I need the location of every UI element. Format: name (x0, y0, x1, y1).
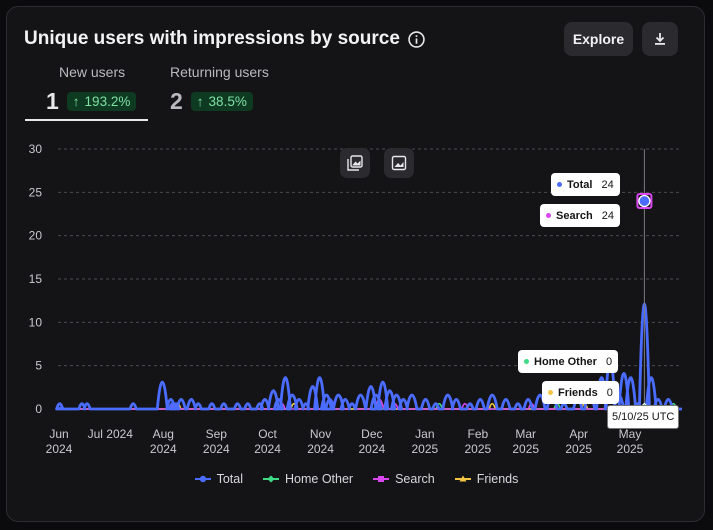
y-tick-label: 15 (29, 272, 43, 286)
total-dot-icon (557, 182, 562, 187)
chart-legend: Total Home Other Search Friends (0, 472, 713, 486)
tab-value: 2 (170, 88, 183, 114)
legend-label: Friends (476, 472, 519, 486)
y-tick-label: 30 (29, 142, 43, 156)
x-tick-label: Aug (153, 427, 174, 441)
legend-item[interactable]: Total (194, 472, 243, 486)
tooltip-friends: Friends 0 (542, 381, 619, 404)
active-tab-underline (25, 119, 148, 121)
y-tick-label: 10 (29, 315, 43, 329)
search-point-marker (636, 193, 653, 209)
x-tick-label: 2025 (464, 442, 491, 456)
x-tick-label: 2025 (412, 442, 439, 456)
legend-item[interactable]: Home Other (263, 472, 353, 486)
tab-label: Returning users (170, 64, 269, 80)
change-badge: ↑ 193.2% (66, 92, 137, 111)
tooltip-label: Search (556, 209, 593, 222)
x-tick-label: 2024 (359, 442, 386, 456)
chart-title: Unique users with impressions by source (24, 28, 400, 49)
legend-label: Total (216, 472, 243, 486)
tooltip-label: Friends (558, 386, 598, 399)
x-tick-label: Sep (206, 427, 228, 441)
legend-label: Home Other (285, 472, 354, 486)
tooltip-value: 24 (601, 209, 614, 222)
info-icon[interactable] (408, 30, 425, 48)
chart-title-row: Unique users with impressions by source (24, 28, 425, 50)
tooltip-label: Home Other (534, 355, 597, 368)
images-icon (347, 155, 363, 171)
legend-square-icon (373, 476, 390, 482)
arrow-up-icon: ↑ (72, 94, 80, 109)
x-tick-label: Jan (415, 427, 434, 441)
copy-image-button[interactable] (340, 148, 370, 178)
x-tick-label: Apr (569, 427, 588, 441)
friends-dot-icon (548, 390, 553, 395)
x-tick-label: 2024 (203, 442, 230, 456)
x-tick-label: May (619, 427, 642, 441)
x-tick-label: 2025 (512, 442, 539, 456)
y-tick-label: 5 (35, 359, 42, 373)
y-tick-label: 0 (35, 402, 42, 416)
legend-triangle-icon (454, 475, 471, 482)
tooltip-total: Total 24 (551, 173, 620, 196)
y-tick-label: 25 (29, 185, 43, 199)
legend-item[interactable]: Search (373, 472, 435, 486)
change-value: 38.5% (208, 94, 247, 109)
x-tick-label: 2024 (46, 442, 73, 456)
hover-date-label: 5/10/25 UTC (607, 405, 680, 429)
tooltip-search: Search 24 (540, 204, 620, 227)
download-button[interactable] (642, 22, 678, 56)
tab-label: New users (59, 64, 126, 80)
x-tick-label: Dec (361, 427, 382, 441)
change-badge: ↑ 38.5% (190, 92, 253, 111)
legend-label: Search (395, 472, 435, 486)
tooltip-label: Total (567, 178, 593, 191)
search-dot-icon (546, 213, 551, 218)
tab-new-users[interactable]: New users 1 ↑ 193.2% (46, 64, 137, 115)
arrow-up-icon: ↑ (196, 94, 204, 109)
y-tick-label: 20 (29, 229, 43, 243)
image-icon (391, 155, 407, 171)
x-tick-label: 2025 (617, 442, 644, 456)
x-tick-label: 2024 (307, 442, 334, 456)
x-tick-label: 2025 (565, 442, 592, 456)
home-other-dot-icon (524, 359, 529, 364)
x-tick-label: Oct (258, 427, 277, 441)
x-tick-label: 2024 (150, 442, 177, 456)
legend-item[interactable]: Friends (454, 472, 519, 486)
tab-returning-users[interactable]: Returning users 2 ↑ 38.5% (170, 64, 269, 115)
x-tick-label: 2024 (254, 442, 281, 456)
x-tick-label: Nov (310, 427, 331, 441)
tab-value: 1 (46, 88, 59, 114)
x-tick-label: Mar (515, 427, 536, 441)
download-icon (655, 33, 665, 45)
legend-circle-icon (194, 475, 211, 483)
tooltip-value: 0 (605, 355, 613, 368)
tooltip-value: 24 (601, 178, 614, 191)
x-tick-label: Jun (49, 427, 68, 441)
x-tick-label: Feb (468, 427, 489, 441)
image-button[interactable] (384, 148, 414, 178)
tooltip-value: 0 (606, 386, 613, 399)
explore-button[interactable]: Explore (564, 22, 633, 56)
total-point-marker (638, 194, 651, 208)
legend-diamond-icon (263, 475, 279, 483)
tooltip-home-other: Home Other 0 (518, 350, 619, 373)
x-tick-label: Jul 2024 (88, 427, 134, 441)
change-value: 193.2% (84, 94, 131, 109)
